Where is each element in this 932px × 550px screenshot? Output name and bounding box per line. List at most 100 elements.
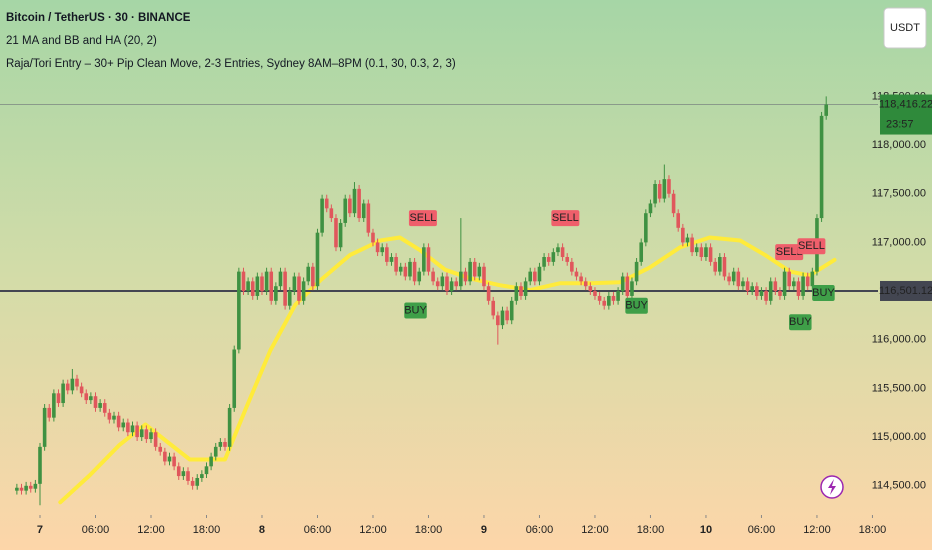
candle-body (287, 291, 292, 306)
candle-body (509, 300, 514, 321)
candle-body (89, 396, 93, 401)
candle-body (778, 291, 782, 296)
candle-body (523, 281, 528, 296)
candle-body (343, 198, 348, 223)
candle-body (653, 183, 657, 204)
candle-body (810, 271, 815, 287)
candle-body (269, 271, 274, 301)
candle-body (759, 291, 764, 296)
candle-body (250, 281, 255, 296)
candle-body (278, 271, 283, 287)
candle-body (667, 179, 671, 194)
candle-body (398, 266, 403, 272)
candle-body (556, 247, 560, 253)
currency-button[interactable] (883, 7, 927, 49)
candle-body (435, 281, 440, 287)
candle-body (246, 281, 250, 292)
candle-body (255, 276, 260, 296)
candle-body (472, 261, 477, 277)
candle-body (722, 257, 727, 277)
signal-marker (551, 210, 580, 227)
x-tick-label: 12:00 (803, 524, 831, 536)
candle-body (704, 247, 708, 258)
candle-body (366, 203, 371, 233)
candle-body (805, 276, 810, 287)
x-tick-label: 10 (700, 524, 712, 536)
candle-body (500, 310, 505, 326)
candle-body (334, 218, 338, 248)
signal-label: SELL (409, 212, 436, 224)
candle-body (514, 286, 519, 301)
candle-body (186, 471, 190, 481)
candle-body (768, 281, 773, 301)
y-tick-label: 117,000.00 (872, 236, 926, 248)
candle-body (389, 257, 394, 262)
candle-body (200, 474, 204, 479)
y-tick-label: 118,000.00 (872, 139, 926, 151)
candle-body (297, 276, 301, 301)
candle-body (274, 286, 278, 301)
candle-body (792, 281, 796, 287)
candle-body (560, 247, 565, 258)
y-tick-label: 116,000.00 (872, 334, 926, 346)
candle-body (537, 266, 542, 282)
candle-body (796, 281, 801, 296)
x-tick-label: 8 (259, 524, 265, 536)
candle-body (671, 193, 676, 214)
candle-body (755, 286, 759, 296)
countdown-label: 23:57 (886, 118, 914, 130)
candle-body (602, 300, 607, 306)
signal-marker (812, 285, 835, 302)
candle-body (685, 237, 690, 243)
candle-body (385, 247, 389, 262)
candle-body (579, 276, 583, 282)
candle-body (227, 407, 232, 447)
candle-body (158, 446, 163, 452)
currency-label[interactable]: USDT (890, 22, 920, 34)
candle-body (121, 422, 126, 428)
alert-icon[interactable] (820, 475, 844, 499)
candle-body (33, 483, 38, 489)
y-tick-label: 117,500.00 (872, 188, 926, 200)
candle-body (819, 115, 824, 219)
x-tick-label: 12:00 (581, 524, 609, 536)
candle-body (505, 310, 509, 321)
candle-body (801, 276, 805, 296)
candle-body (764, 291, 768, 301)
y-tick-label: 115,500.00 (872, 382, 926, 394)
candle-body (47, 407, 52, 418)
candle-body (745, 281, 750, 292)
candle-body (639, 242, 644, 262)
candle-body (61, 383, 65, 404)
y-tick-label: 115,000.00 (872, 431, 926, 443)
candle-body (65, 383, 70, 391)
candle-body (28, 485, 33, 489)
symbol-title: Bitcoin / TetherUS · 30 · BINANCE (6, 12, 191, 24)
candle-body (431, 271, 435, 282)
signal-marker (404, 302, 427, 319)
candle-body (468, 261, 472, 282)
candle-body (486, 286, 491, 301)
candle-body (375, 242, 380, 253)
candle-body (56, 393, 61, 404)
x-tick-label: 12:00 (359, 524, 387, 536)
candle-body (773, 281, 778, 292)
candle-body (477, 266, 482, 277)
candle-body (320, 198, 324, 233)
candle-body (750, 286, 755, 292)
candle-body (583, 281, 588, 287)
candle-body (782, 271, 787, 296)
indicator-legend: Raja/Tori Entry – 30+ Pip Clean Move, 2-… (6, 58, 456, 70)
x-tick-label: 9 (481, 524, 487, 536)
candle-body (491, 300, 496, 316)
candle-body (736, 271, 741, 287)
price-line-label: 116,501.12 (879, 285, 932, 297)
candle-body (306, 266, 311, 282)
candle-body (408, 261, 412, 277)
signal-marker (625, 297, 648, 314)
candle-body (528, 271, 533, 282)
candle-body (260, 276, 264, 292)
